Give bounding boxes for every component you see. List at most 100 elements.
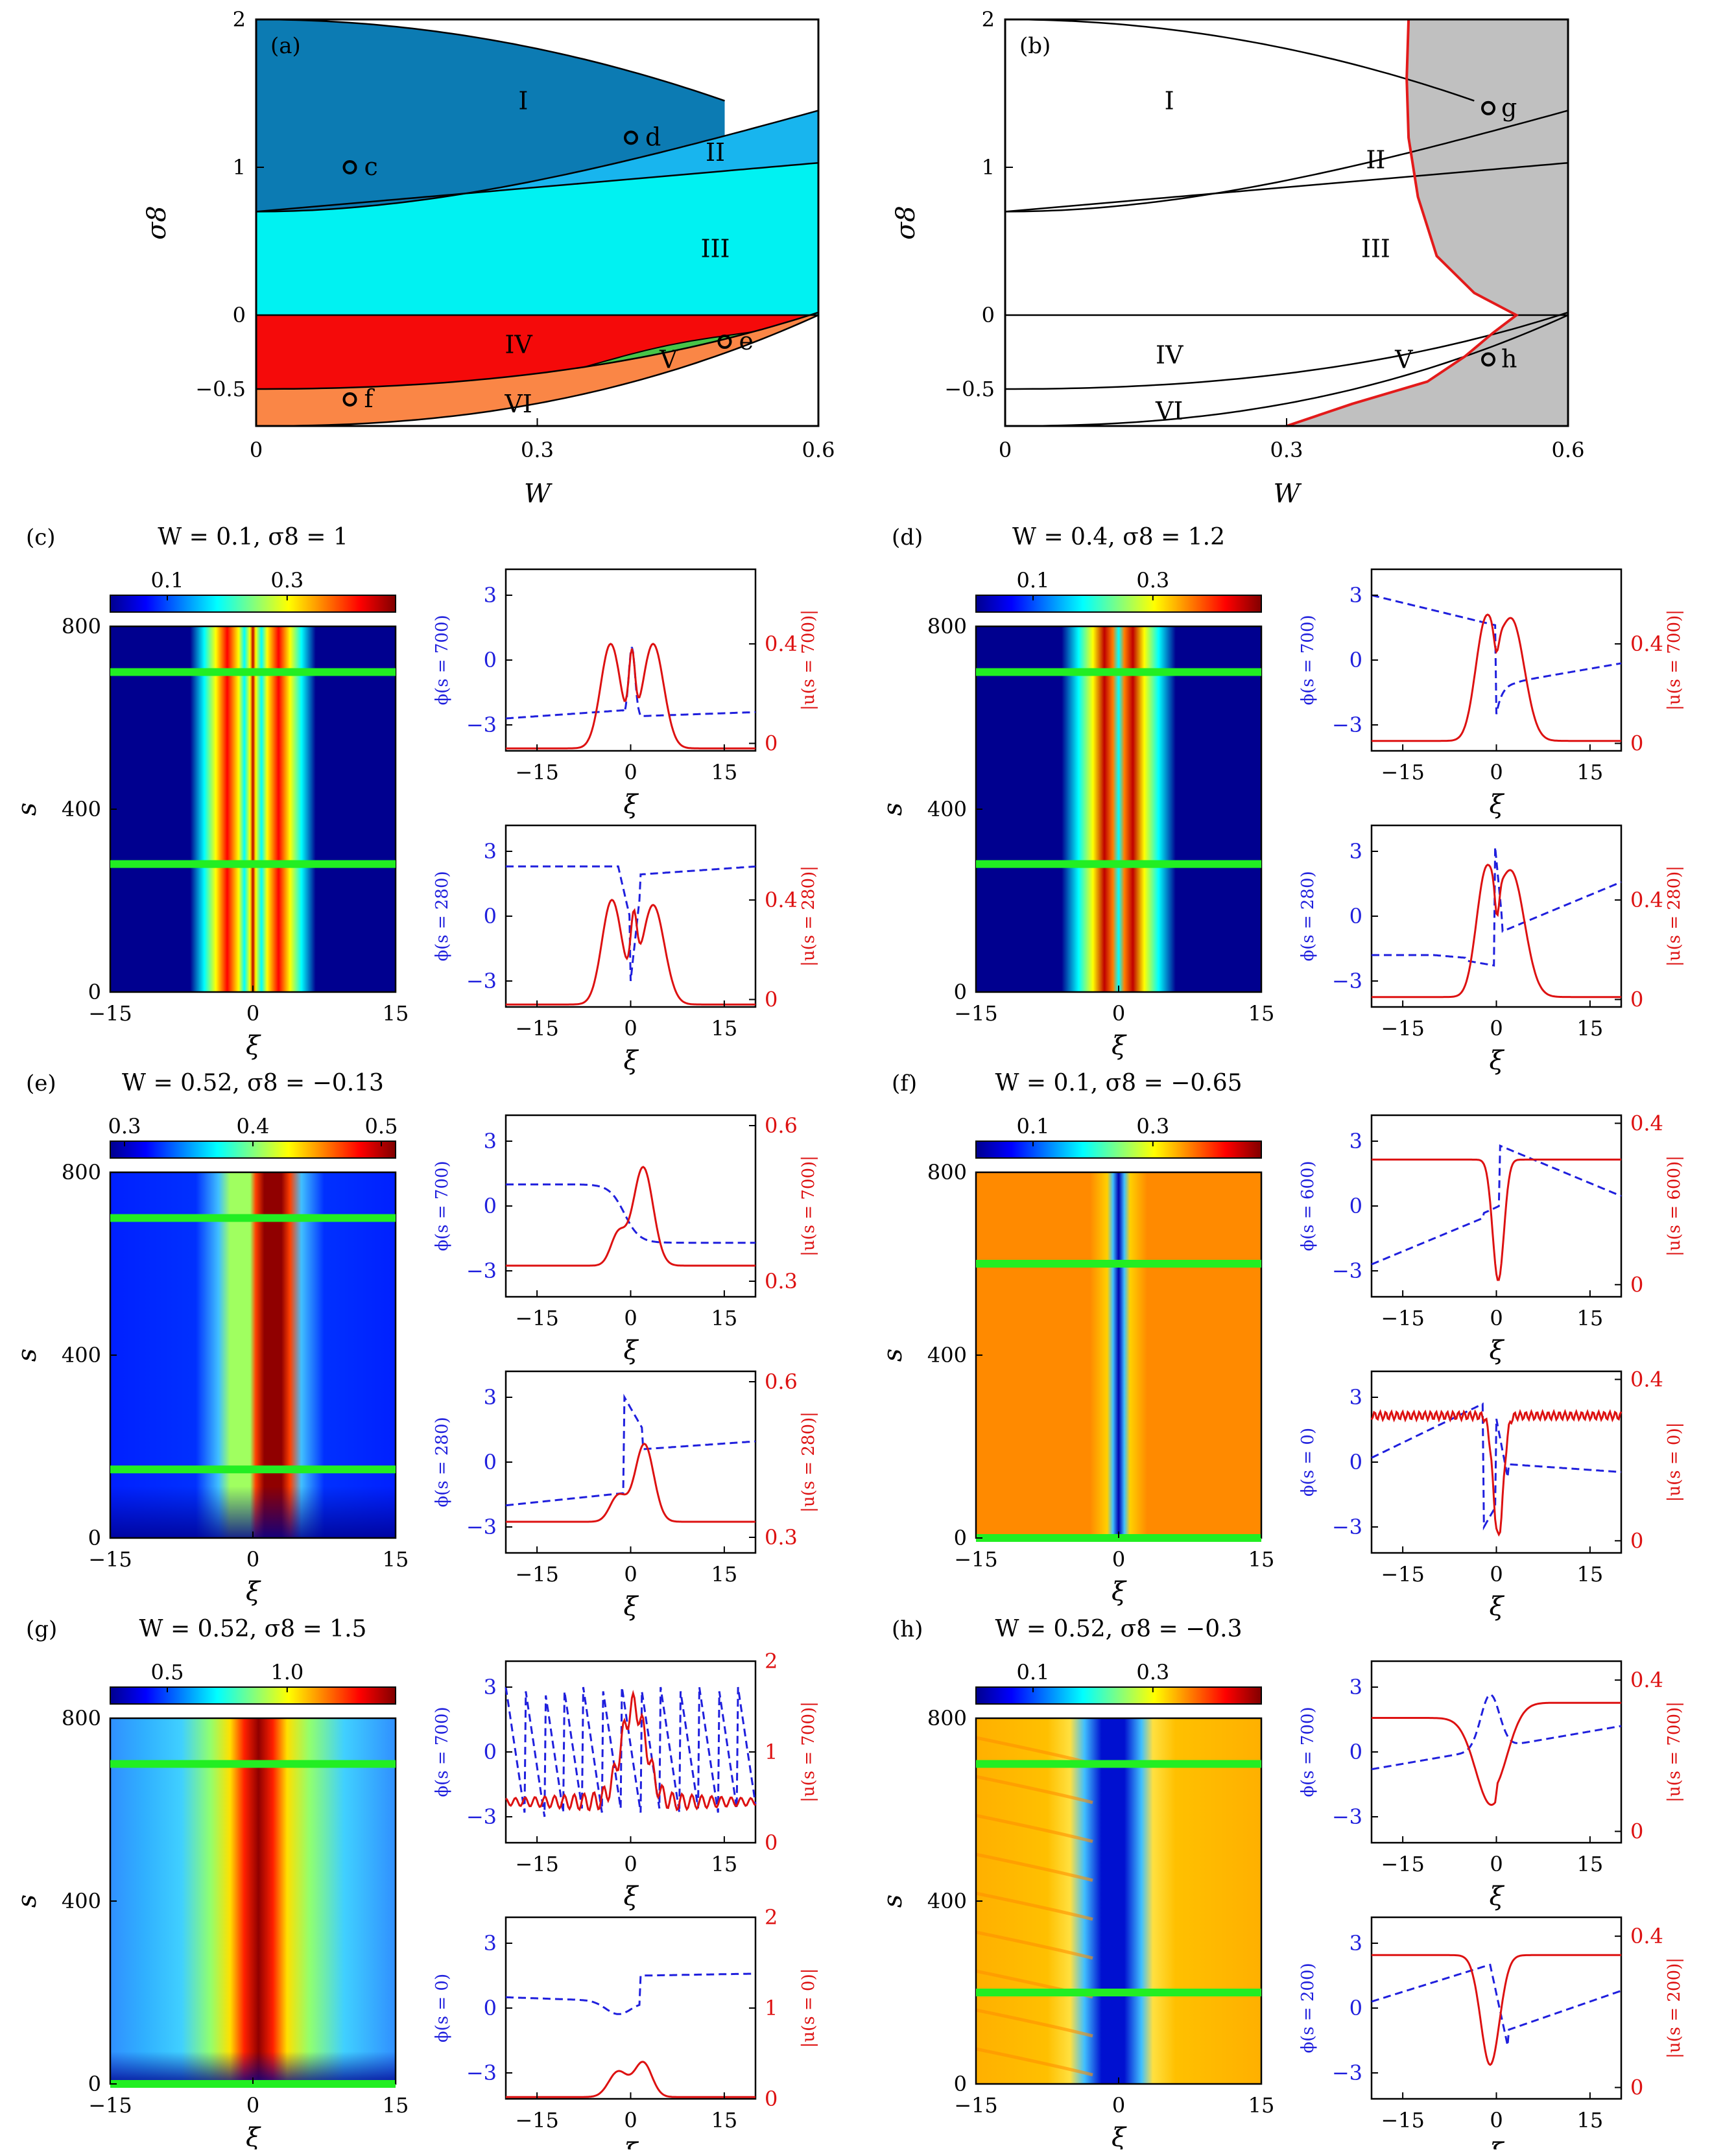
map-ytick-label: 400 — [927, 1343, 967, 1367]
h-top-axes — [1370, 1660, 1623, 1844]
map-xtick-label: 0 — [1112, 2093, 1125, 2118]
f-phi-tick-label: 3 — [1350, 1385, 1362, 1410]
colorbar-tick-label: 0.1 — [1017, 1660, 1050, 1685]
region-label-IV: IV — [505, 331, 532, 359]
f-top-phi-curve — [1371, 1144, 1622, 1266]
colorbar-tick-label: 0.4 — [237, 1114, 270, 1139]
marker-line-c — [110, 668, 396, 676]
c-xtick-label: 0 — [624, 1016, 637, 1041]
marker-line-e — [110, 1465, 396, 1474]
colorbar-tick-label: 0.3 — [108, 1114, 141, 1139]
panel-title-h: W = 0.52, σ8 = −0.3 — [995, 1616, 1242, 1642]
h-bot-phi-curve — [1371, 1963, 1622, 2046]
map-xtick-label: 0 — [1112, 1001, 1125, 1026]
g-top-u-curve — [505, 1690, 757, 1812]
phase-b-ylabel: σ8 — [891, 206, 921, 240]
colorbar-tick-label: 0.1 — [1017, 1114, 1050, 1139]
marker-line-h — [976, 1989, 1261, 1996]
h-u-tick-label: 0 — [1630, 2075, 1643, 2100]
g-u-tick-label: 1 — [765, 1740, 778, 1764]
colorbar-tick-label: 0.1 — [1017, 568, 1050, 593]
g-u-tick-label: 2 — [765, 1905, 778, 1930]
panel-f: (f) W = 0.1, σ8 = −0.650.1 0.3−15 0 15800400… — [878, 1070, 1684, 1622]
d-bot-phi-label: ϕ(s = 280) — [1298, 871, 1318, 961]
d-xtick-label: −15 — [1381, 760, 1425, 785]
h-xtick-label: 15 — [1577, 2108, 1604, 2133]
d-phi-tick-label: −3 — [1332, 713, 1362, 737]
h-phi-tick-label: −3 — [1332, 2061, 1362, 2085]
panel-label-c: (c) — [26, 525, 56, 550]
c-xtick-label: 15 — [711, 760, 738, 785]
e-u-tick-label: 0.6 — [765, 1113, 798, 1138]
heatmap-transient — [110, 1486, 396, 1538]
map-xtick-label: 0 — [1112, 1547, 1125, 1572]
map-ylabel-c: s — [12, 803, 42, 816]
map-xtick-label: 0 — [246, 2093, 259, 2118]
colorbar-d — [975, 595, 1262, 613]
map-ytick-label: 800 — [927, 614, 967, 639]
g-u-tick-label: 2 — [765, 1649, 778, 1673]
e-bot-xlabel: ξ — [623, 1592, 639, 1622]
map-ytick-label: 0 — [88, 980, 101, 1004]
e-xtick-label: 0 — [624, 1306, 637, 1330]
phase-b-ytick-label: 1 — [982, 155, 995, 180]
point-label-d: d — [645, 123, 661, 151]
h-top-phi-curve — [1371, 1694, 1622, 1771]
heatmap-stripe — [975, 1814, 1093, 1843]
g-u-tick-label: 0 — [765, 2087, 778, 2111]
f-bot-u-label: |u(s = 0)| — [1665, 1423, 1684, 1502]
panel-e: (e) W = 0.52, σ8 = −0.130.3 0.4 0.5−15 0 1580… — [12, 1070, 818, 1622]
d-phi-tick-label: −3 — [1332, 969, 1362, 993]
heatmap-d — [976, 626, 1261, 992]
c-bot-u-curve — [506, 899, 755, 1006]
f-top-xlabel: ξ — [1489, 1336, 1504, 1366]
region-label-VI: VI — [1155, 397, 1183, 425]
d-xtick-label: 0 — [1490, 760, 1503, 785]
e-bot-u-curve — [506, 1443, 755, 1523]
boundary-curve — [1005, 110, 1569, 213]
g-xtick-label: −15 — [515, 2108, 559, 2133]
phase-a-ytick-label: −0.5 — [195, 377, 246, 401]
colorbar-c — [110, 595, 396, 613]
heatmap-stripe — [975, 1930, 1093, 1960]
c-top-u-curve — [506, 643, 755, 750]
e-phi-tick-label: 0 — [484, 1450, 497, 1474]
phase-a-ytick-label: 0 — [233, 303, 246, 327]
map-ytick-label: 0 — [88, 2072, 101, 2096]
heatmap-c — [110, 626, 396, 992]
c-phi-tick-label: 3 — [484, 583, 497, 608]
map-xlabel-f: ξ — [1112, 1577, 1127, 1607]
boundary-curve — [1005, 161, 1569, 213]
d-xtick-label: 15 — [1577, 1016, 1604, 1041]
point-d — [624, 130, 638, 145]
point-c — [342, 160, 357, 174]
marker-line-e — [110, 1214, 396, 1222]
panel-label-d: (d) — [892, 525, 923, 550]
heatmap-e — [110, 1172, 396, 1538]
c-xtick-label: 15 — [711, 1016, 738, 1041]
phase-a-xtick-label: 0.6 — [802, 438, 835, 462]
e-phi-tick-label: 0 — [484, 1194, 497, 1218]
phase-a-xtick-label: 0 — [250, 438, 263, 462]
map-ytick-label: 800 — [62, 1706, 101, 1731]
g-xtick-label: 0 — [624, 2108, 637, 2133]
e-top-phi-curve — [506, 1183, 755, 1244]
map-ytick-label: 400 — [927, 1889, 967, 1913]
map-ytick-label: 0 — [88, 1526, 101, 1550]
colorbar-tick-label: 0.1 — [151, 568, 184, 593]
e-bot-u-label: |u(s = 280)| — [799, 1412, 818, 1513]
f-bot-phi-curve — [1371, 1402, 1622, 1531]
c-xtick-label: −15 — [515, 1016, 559, 1041]
f-top-u-curve — [1372, 1158, 1621, 1281]
g-top-u-label: |u(s = 700)| — [799, 1701, 818, 1803]
c-u-tick-label: 0.4 — [765, 632, 798, 656]
map-xtick-label: 0 — [246, 1001, 259, 1026]
heatmap-stripe — [975, 2008, 1093, 2038]
map-ylabel-f: s — [878, 1349, 908, 1362]
e-top-xlabel: ξ — [623, 1336, 639, 1366]
region-II-fill — [256, 110, 818, 212]
f-xtick-label: 0 — [1490, 1306, 1503, 1330]
panel-label-e: (e) — [26, 1070, 56, 1096]
c-u-tick-label: 0 — [765, 731, 778, 755]
